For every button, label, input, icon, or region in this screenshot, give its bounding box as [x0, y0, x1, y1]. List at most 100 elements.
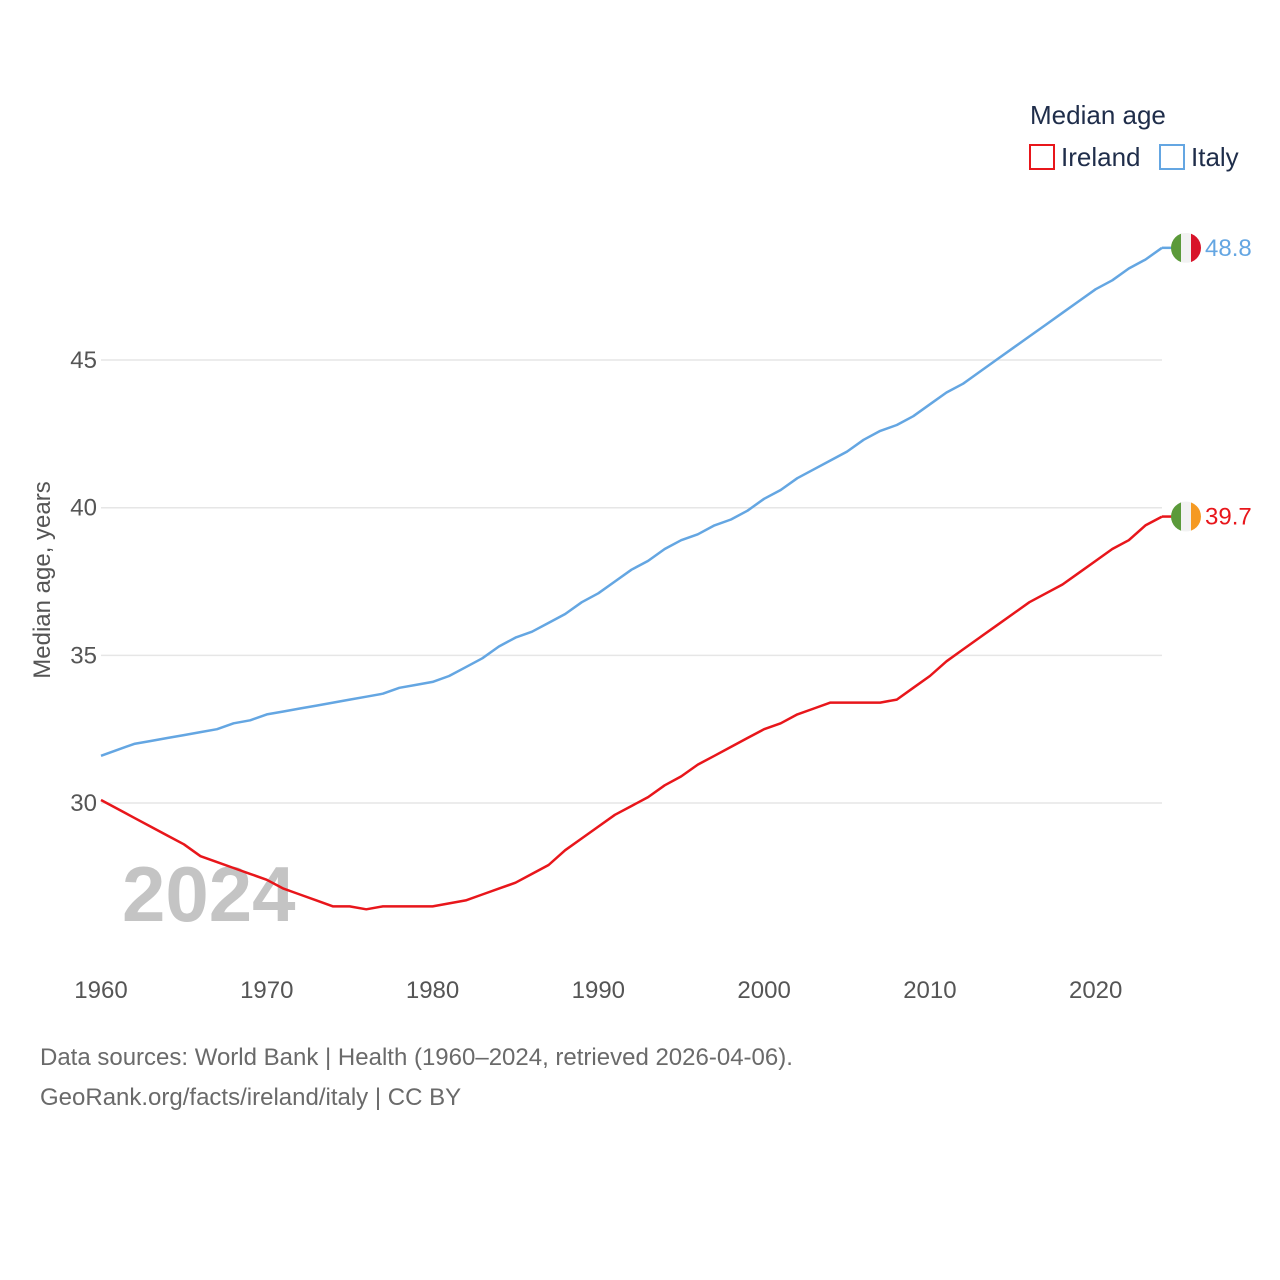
data-point-italy-1967: [216, 728, 218, 730]
x-tick-label-2000: 2000: [737, 977, 790, 1004]
x-axis-ticks: 1960 1970 1980 1990 2000 2010 2020: [74, 977, 1122, 1004]
data-point-italy-1961: [117, 749, 119, 751]
data-point-italy-1974: [332, 702, 334, 704]
legend-item-italy[interactable]: Italy: [1159, 142, 1239, 172]
data-point-ireland-1967: [216, 861, 218, 863]
data-point-ireland-1970: [266, 879, 268, 881]
flag-icon-ireland: [1171, 501, 1201, 532]
data-point-italy-2017: [1045, 324, 1047, 326]
legend-label-italy: Italy: [1191, 142, 1239, 172]
data-point-italy-1977: [382, 693, 384, 695]
data-point-ireland-1971: [282, 888, 284, 890]
data-point-ireland-1987: [548, 864, 550, 866]
data-point-ireland-2016: [1028, 601, 1030, 603]
data-point-ireland-2000: [763, 728, 765, 730]
data-point-ireland-1966: [199, 855, 201, 857]
data-point-ireland-2010: [929, 675, 931, 677]
data-point-italy-2009: [912, 415, 914, 417]
data-point-ireland-1982: [465, 899, 467, 901]
series-lines: [100, 246, 1163, 911]
data-point-italy-1995: [680, 539, 682, 541]
data-point-italy-2023: [1144, 259, 1146, 261]
data-point-italy-1993: [647, 560, 649, 562]
data-point-italy-2005: [846, 451, 848, 453]
data-point-italy-2014: [995, 359, 997, 361]
data-point-italy-1971: [282, 710, 284, 712]
data-point-ireland-1974: [332, 905, 334, 907]
data-point-ireland-2008: [896, 699, 898, 701]
end-value-label-italy: 48.8: [1205, 235, 1252, 262]
data-point-ireland-1961: [117, 808, 119, 810]
data-point-italy-1973: [316, 705, 318, 707]
data-point-ireland-1965: [183, 843, 185, 845]
data-point-ireland-1988: [564, 849, 566, 851]
data-point-ireland-2017: [1045, 592, 1047, 594]
data-point-ireland-2003: [813, 708, 815, 710]
data-point-italy-2007: [879, 430, 881, 432]
data-point-italy-1981: [448, 675, 450, 677]
data-point-italy-1964: [166, 737, 168, 739]
data-point-italy-1963: [150, 740, 152, 742]
legend-title: Median age: [1030, 100, 1166, 130]
data-point-ireland-1993: [647, 796, 649, 798]
flag-stripe-italy-0: [1171, 232, 1182, 263]
data-point-italy-1965: [183, 734, 185, 736]
data-point-italy-1966: [199, 731, 201, 733]
data-point-ireland-1997: [713, 755, 715, 757]
data-point-ireland-1990: [597, 826, 599, 828]
legend-item-ireland[interactable]: Ireland: [1029, 142, 1141, 172]
data-point-italy-1962: [133, 743, 135, 745]
data-point-italy-2015: [1012, 347, 1014, 349]
data-point-ireland-2015: [1012, 613, 1014, 615]
data-point-ireland-2018: [1062, 583, 1064, 585]
data-point-italy-1979: [415, 684, 417, 686]
data-point-ireland-1964: [166, 834, 168, 836]
data-point-italy-2012: [962, 383, 964, 385]
x-tick-label-1960: 1960: [74, 977, 127, 1004]
y-tick-label-30: 30: [70, 790, 97, 817]
data-point-ireland-2002: [796, 713, 798, 715]
flag-stripe-italy-2: [1191, 232, 1201, 263]
data-point-ireland-2021: [1111, 548, 1113, 550]
data-point-italy-1991: [614, 581, 616, 583]
data-point-ireland-1994: [664, 784, 666, 786]
data-point-ireland-1998: [730, 746, 732, 748]
data-point-ireland-2012: [962, 648, 964, 650]
data-point-ireland-1977: [382, 905, 384, 907]
y-tick-label-35: 35: [70, 642, 97, 669]
data-point-ireland-2022: [1128, 539, 1130, 541]
data-point-ireland-2005: [846, 702, 848, 704]
data-point-ireland-2006: [863, 702, 865, 704]
x-tick-label-1990: 1990: [572, 977, 625, 1004]
data-point-ireland-1999: [747, 737, 749, 739]
data-point-ireland-2009: [912, 687, 914, 689]
data-point-italy-1972: [299, 708, 301, 710]
x-tick-label-2010: 2010: [903, 977, 956, 1004]
data-point-italy-1992: [631, 569, 633, 571]
end-value-label-ireland: 39.7: [1205, 504, 1252, 531]
data-point-ireland-1996: [697, 764, 699, 766]
y-tick-label-45: 45: [70, 347, 97, 374]
footer-link[interactable]: GeoRank.org/facts/ireland/italy | CC BY: [40, 1084, 462, 1111]
data-point-italy-2011: [945, 392, 947, 394]
data-point-italy-2008: [896, 424, 898, 426]
data-point-ireland-1976: [365, 908, 367, 910]
data-point-italy-1989: [581, 601, 583, 603]
data-point-italy-1983: [481, 657, 483, 659]
data-point-italy-1982: [465, 666, 467, 668]
flag-stripe-ireland-0: [1171, 501, 1182, 532]
x-tick-label-2020: 2020: [1069, 977, 1122, 1004]
data-point-ireland-1983: [481, 894, 483, 896]
data-point-italy-1976: [365, 696, 367, 698]
data-point-ireland-2013: [979, 637, 981, 639]
data-point-ireland-1973: [316, 899, 318, 901]
data-point-italy-2019: [1078, 300, 1080, 302]
data-point-italy-1998: [730, 519, 732, 521]
data-point-ireland-2004: [829, 702, 831, 704]
x-tick-label-1980: 1980: [406, 977, 459, 1004]
data-point-ireland-1968: [233, 867, 235, 869]
data-point-ireland-1972: [299, 894, 301, 896]
data-point-ireland-1995: [680, 775, 682, 777]
flag-icon-italy: [1171, 232, 1201, 263]
